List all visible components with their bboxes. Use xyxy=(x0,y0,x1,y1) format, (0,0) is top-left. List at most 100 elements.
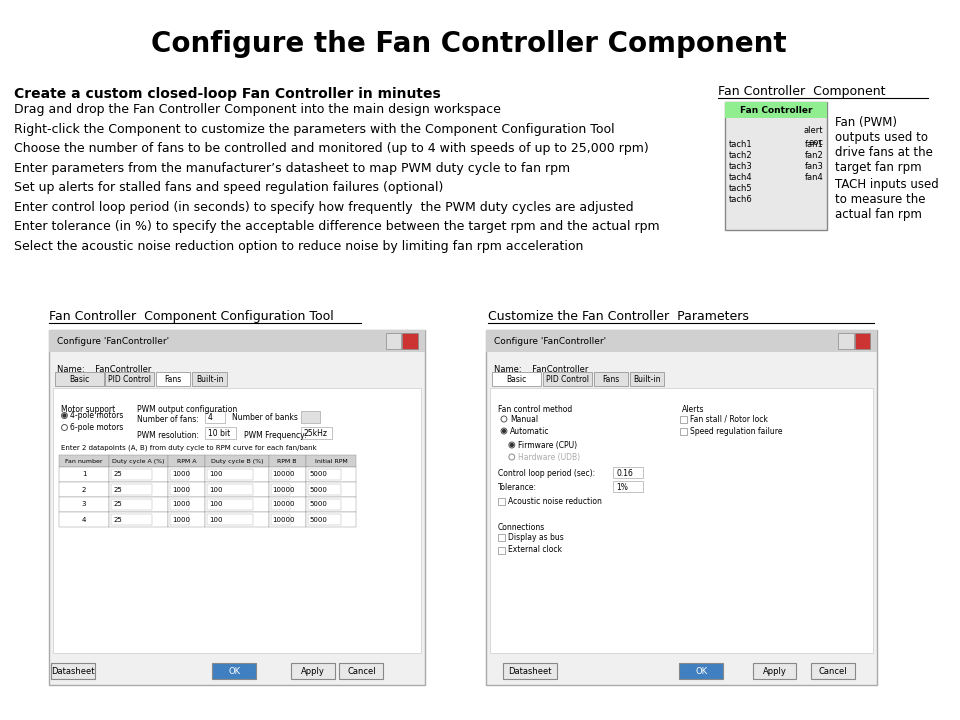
Text: tach3: tach3 xyxy=(729,161,753,171)
Text: 5000: 5000 xyxy=(310,516,327,523)
Text: Hardware (UDB): Hardware (UDB) xyxy=(517,452,580,462)
Bar xyxy=(498,534,505,541)
Text: Automatic: Automatic xyxy=(510,426,549,436)
Bar xyxy=(340,663,383,679)
Text: Number of banks: Number of banks xyxy=(232,413,299,421)
Bar xyxy=(192,372,227,386)
Bar xyxy=(487,330,877,352)
Bar xyxy=(269,455,305,467)
Text: Fan Controller  Component: Fan Controller Component xyxy=(718,85,885,98)
Bar xyxy=(291,663,334,679)
Bar xyxy=(55,372,104,386)
Text: eoc: eoc xyxy=(808,138,824,146)
Text: 10000: 10000 xyxy=(273,502,295,508)
Bar xyxy=(207,499,253,510)
Text: 100: 100 xyxy=(209,516,223,523)
Text: Enter parameters from the manufacturer’s datasheet to map PWM duty cycle to fan : Enter parameters from the manufacturer’s… xyxy=(13,161,570,174)
Circle shape xyxy=(501,416,507,422)
Text: OK: OK xyxy=(695,667,708,675)
Text: Drag and drop the Fan Controller Component into the main design workspace: Drag and drop the Fan Controller Compone… xyxy=(13,103,500,116)
Bar xyxy=(271,484,290,495)
Bar xyxy=(49,330,425,352)
Text: Basic: Basic xyxy=(507,374,527,384)
Bar xyxy=(487,330,877,685)
Bar xyxy=(630,372,664,386)
Text: Motor support: Motor support xyxy=(60,405,115,414)
Text: 1000: 1000 xyxy=(172,516,190,523)
Bar xyxy=(725,102,828,118)
Text: RPM A: RPM A xyxy=(177,459,196,464)
Text: 25: 25 xyxy=(113,472,122,477)
Bar xyxy=(106,372,155,386)
Bar xyxy=(271,499,290,510)
Bar xyxy=(59,455,109,467)
Bar xyxy=(109,482,168,497)
Text: PWM Frequency:: PWM Frequency: xyxy=(244,431,307,439)
Text: Create a custom closed-loop Fan Controller in minutes: Create a custom closed-loop Fan Controll… xyxy=(13,87,441,101)
Bar xyxy=(156,372,190,386)
Bar xyxy=(109,512,168,527)
Bar xyxy=(498,546,505,554)
Bar xyxy=(109,497,168,512)
Text: Connections: Connections xyxy=(498,523,545,532)
Bar xyxy=(59,497,109,512)
Bar xyxy=(205,512,269,527)
Text: Configure the Fan Controller Component: Configure the Fan Controller Component xyxy=(151,30,786,58)
Bar xyxy=(300,427,332,439)
Bar xyxy=(498,498,505,505)
Text: 4-pole motors: 4-pole motors xyxy=(70,411,124,420)
Bar xyxy=(300,411,321,423)
Text: Fan control method: Fan control method xyxy=(498,405,572,414)
Bar xyxy=(543,372,592,386)
Text: External clock: External clock xyxy=(508,546,562,554)
Text: tach4: tach4 xyxy=(729,173,753,181)
Bar xyxy=(168,455,205,467)
Bar xyxy=(170,514,189,525)
Bar xyxy=(51,663,95,679)
Bar xyxy=(307,499,341,510)
Bar xyxy=(207,484,253,495)
Text: 25: 25 xyxy=(113,502,122,508)
Text: Initial RPM: Initial RPM xyxy=(315,459,348,464)
Text: Configure 'FanController': Configure 'FanController' xyxy=(57,336,169,346)
Bar xyxy=(503,663,557,679)
Text: 0.16: 0.16 xyxy=(616,469,634,477)
Text: Alerts: Alerts xyxy=(682,405,705,414)
Text: 3: 3 xyxy=(82,502,86,508)
Bar xyxy=(680,415,686,423)
Bar xyxy=(170,469,189,480)
Text: Fan number: Fan number xyxy=(65,459,103,464)
Bar xyxy=(271,514,290,525)
Bar xyxy=(753,663,797,679)
Circle shape xyxy=(61,413,67,418)
Bar xyxy=(168,482,205,497)
Text: 25kHz: 25kHz xyxy=(303,428,327,438)
Bar xyxy=(170,499,189,510)
Text: Cancel: Cancel xyxy=(348,667,375,675)
Text: PWM output configuration: PWM output configuration xyxy=(136,405,237,414)
Circle shape xyxy=(511,444,514,446)
Text: Name:    FanController: Name: FanController xyxy=(57,365,151,374)
Bar xyxy=(168,512,205,527)
Text: Fan stall / Rotor lock: Fan stall / Rotor lock xyxy=(689,415,767,423)
Bar xyxy=(205,455,269,467)
Bar xyxy=(305,467,356,482)
Text: Display as bus: Display as bus xyxy=(508,533,564,541)
Text: 2: 2 xyxy=(82,487,86,492)
Text: fan3: fan3 xyxy=(804,161,824,171)
Text: Datasheet: Datasheet xyxy=(52,667,95,675)
Circle shape xyxy=(63,414,66,417)
Bar xyxy=(305,497,356,512)
Bar xyxy=(269,482,305,497)
Bar xyxy=(269,497,305,512)
Text: Enter 2 datapoints (A, B) from duty cycle to RPM curve for each fan/bank: Enter 2 datapoints (A, B) from duty cycl… xyxy=(60,445,316,451)
Text: tach6: tach6 xyxy=(729,194,753,204)
Text: Firmware (CPU): Firmware (CPU) xyxy=(517,441,577,449)
Bar xyxy=(207,469,253,480)
Text: Built-in: Built-in xyxy=(634,374,660,384)
Bar xyxy=(854,333,870,349)
Bar xyxy=(109,455,168,467)
Bar xyxy=(205,411,225,423)
Text: 4: 4 xyxy=(82,516,86,523)
Bar xyxy=(271,469,290,480)
